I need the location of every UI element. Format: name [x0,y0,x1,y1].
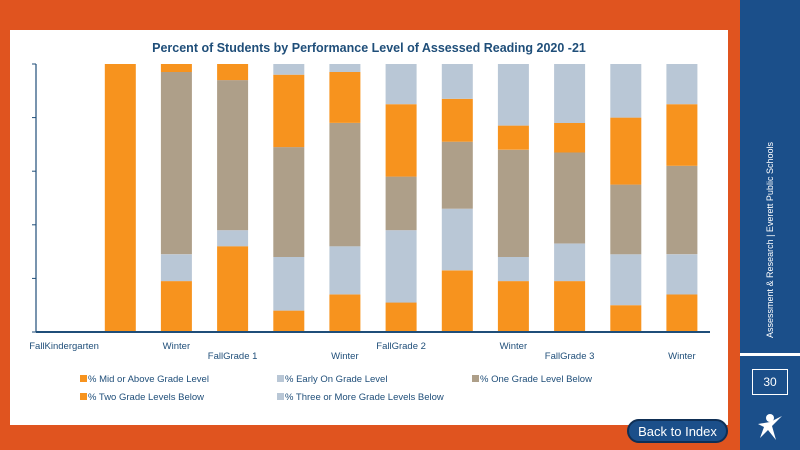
bar-segment-1-col-4 [217,246,249,332]
bar-segment-3-col-5 [273,147,305,257]
x-tick-label: Winter [331,351,358,362]
bar-segment-3-col-3 [160,72,192,255]
x-tick-label: FallGrade 3 [545,351,595,362]
bar-segment-1-col-6 [329,294,361,332]
bar-segment-2-col-6 [329,246,361,295]
bar-segment-5-col-12 [666,64,698,105]
legend-swatch-4 [80,393,87,400]
bar-segment-2-col-5 [273,257,305,311]
bar-segment-4-col-6 [329,72,361,123]
bar-segment-5-col-7 [385,64,417,105]
bar-segment-4-col-7 [385,104,417,177]
bar-segment-2-col-10 [554,243,586,282]
bar-segment-2-col-8 [441,208,473,271]
bar-segment-4-col-4 [217,64,249,81]
bar-segment-5-col-6 [329,64,361,72]
x-tick-label: Winter [668,351,695,362]
side-panel [740,0,800,450]
bar-segment-3-col-7 [385,176,417,231]
bar-segment-5-col-10 [554,64,586,123]
bar-segment-1-col-7 [385,302,417,332]
bar-segment-1-col-12 [666,294,698,332]
bar-segment-5-col-11 [610,64,642,118]
bar-segment-2-col-4 [217,230,249,247]
bar-segment-2-col-9 [497,257,529,282]
x-tick-label: FallGrade 1 [208,351,258,362]
bar-segment-1-col-10 [554,281,586,332]
x-tick-label: Winter [163,341,190,352]
bar-segment-4-col-3 [160,64,192,72]
bar-segment-1-col-3 [160,281,192,332]
bar-segment-3-col-11 [610,184,642,255]
legend-swatch-2 [277,375,284,382]
legend-label-2: % Early On Grade Level [285,374,387,385]
chart-title: Percent of Students by Performance Level… [152,41,586,55]
bar-segment-3-col-10 [554,152,586,244]
bar-segment-2-col-11 [610,254,642,306]
bar-segment-5-col-5 [273,64,305,75]
bar-segment-4-col-10 [554,123,586,153]
legend-label-4: % Two Grade Levels Below [88,392,204,403]
bar-segment-3-col-6 [329,123,361,247]
bar-segment-2-col-3 [160,254,192,282]
bar-segment-1-col-5 [273,310,305,332]
bar-segment-2-col-12 [666,254,698,295]
chart-card: Percent of Students by Performance Level… [10,30,728,425]
bar-segment-3-col-8 [441,141,473,209]
bar-segment-3-col-4 [217,80,249,231]
bar-segment-1-col-11 [610,305,642,332]
x-tick-label: FallKindergarten [29,341,99,352]
legend-label-1: % Mid or Above Grade Level [88,374,209,385]
side-organization-text: Assessment & Research | Everett Public S… [765,142,775,338]
bar-segment-4-col-12 [666,104,698,166]
legend-label-5: % Three or More Grade Levels Below [285,392,444,403]
bar-segment-2-col-7 [385,230,417,303]
page-number: 30 [752,369,788,395]
side-divider [740,353,800,356]
bar-segment-5-col-8 [441,64,473,99]
legend-swatch-1 [80,375,87,382]
bar-segment-4-col-5 [273,74,305,148]
bar-segment-5-col-9 [497,64,529,126]
bar-segment-4-col-9 [497,125,529,150]
x-tick-label: FallGrade 2 [376,341,426,352]
bar-segment-4-col-11 [610,117,642,185]
bar-segment-3-col-12 [666,165,698,255]
legend-swatch-3 [472,375,479,382]
bar-segment-1-col-8 [441,270,473,332]
legend-label-3: % One Grade Level Below [480,374,592,385]
x-tick-label: Winter [500,341,527,352]
back-to-index-button[interactable]: Back to Index [627,419,728,443]
bar-segment-1-col-2 [104,64,136,332]
bar-chart: Percent of Students by Performance Level… [29,41,710,403]
school-logo-icon [758,414,782,440]
bar-segment-3-col-9 [497,149,529,257]
legend-swatch-5 [277,393,284,400]
bar-segment-1-col-9 [497,281,529,332]
bar-segment-4-col-8 [441,98,473,142]
